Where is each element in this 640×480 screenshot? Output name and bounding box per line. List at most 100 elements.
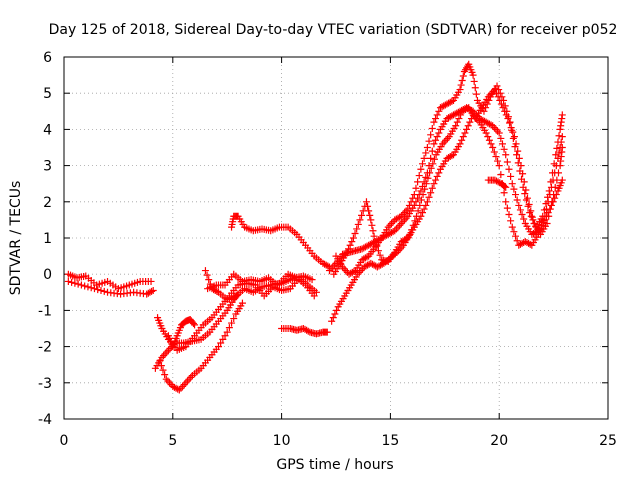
data-point [513,196,521,204]
data-point [516,167,524,175]
data-point [223,328,231,336]
data-point [432,176,440,184]
data-point [494,157,502,165]
data-point [492,153,500,161]
data-point [422,201,430,209]
data-point [304,327,312,335]
plot-frame [63,56,609,420]
data-point [417,187,425,195]
data-point [238,299,246,307]
data-point [353,225,361,233]
grid-lines [64,57,608,419]
data-point [147,277,155,285]
x-tick-label: 15 [381,433,399,449]
data-point [402,214,410,222]
data-point [203,271,211,279]
data-point [358,211,366,219]
data-point [418,209,426,217]
data-point [160,352,168,360]
y-tick-label: -1 [38,303,52,319]
data-point [90,285,98,293]
data-point [217,339,225,347]
data-point [522,196,530,204]
data-point [484,133,492,141]
data-point [87,284,95,292]
x-axis-label: GPS time / hours [276,457,393,473]
data-point [515,201,523,209]
data-point [493,82,501,90]
data-point [362,198,370,206]
data-point [349,234,357,242]
data-point [180,381,188,389]
data-point [554,138,562,146]
data-point [502,151,510,159]
data-point [407,198,415,206]
data-point [351,229,359,237]
data-point [485,136,493,144]
data-point [500,96,508,104]
data-point [508,223,516,231]
data-point [525,239,533,247]
data-point [540,206,548,214]
data-point [228,319,236,327]
data-point [466,118,474,126]
data-point [498,93,506,101]
data-point [363,253,371,261]
data-point [497,171,505,179]
data-point [487,140,495,148]
data-point [496,89,504,97]
data-point [503,204,511,212]
data-point [521,190,529,198]
data-point [361,254,369,262]
data-point [416,201,424,209]
data-point [526,209,534,217]
data-point [74,280,82,288]
data-point [558,111,566,119]
x-tick-labels: 0 5 10 15 20 25 [60,433,617,449]
data-point [364,261,372,269]
data-point [148,287,156,295]
data-point [444,134,452,142]
data-point [187,373,195,381]
data-point [100,287,108,295]
data-point [325,267,333,275]
data-point [68,278,76,286]
data-point [455,115,463,123]
data-point [412,184,420,192]
data-point [485,96,493,104]
y-tick-label: 0 [43,267,52,283]
data-point [213,287,221,295]
data-point [495,162,503,170]
data-point [164,346,172,354]
data-point [430,180,438,188]
data-point [369,227,377,235]
data-point [456,86,464,94]
data-point [507,217,515,225]
data-point [432,136,440,144]
data-point [419,191,427,199]
data-point [177,384,185,392]
data-point [182,379,190,387]
data-point [423,198,431,206]
y-axis-label: SDTVAR / TECUs [8,181,24,296]
data-point [483,100,491,108]
data-point [498,140,506,148]
data-point [230,315,238,323]
data-point [494,127,502,135]
data-point [161,371,169,379]
data-point [480,107,488,115]
data-point [386,221,394,229]
data-point [432,115,440,123]
data-point [81,282,89,290]
data-point [427,154,435,162]
data-point [518,210,526,218]
data-point [497,134,505,142]
data-point [428,124,436,132]
data-point [543,220,551,228]
data-point [458,136,466,144]
data-point [427,164,435,172]
data-point [497,100,505,108]
data-point [322,261,330,269]
data-point [512,191,520,199]
